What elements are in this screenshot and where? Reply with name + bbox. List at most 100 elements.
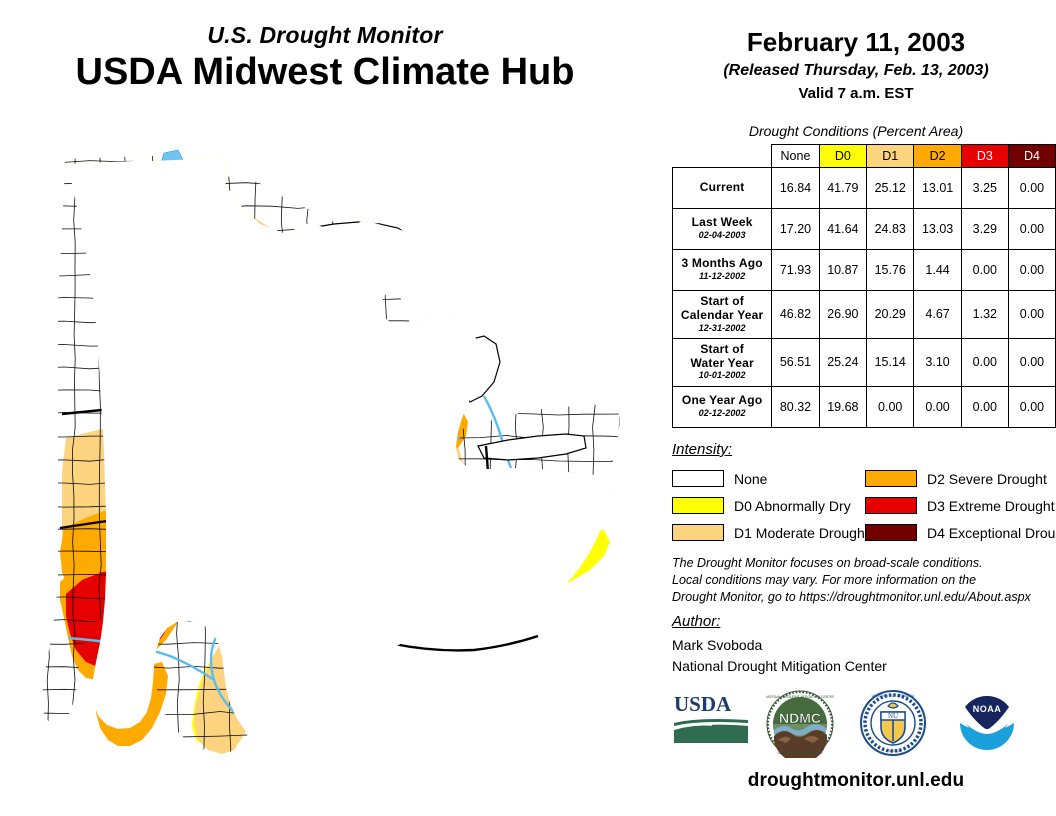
legend-label: D1 Moderate Drought [734, 524, 869, 541]
legend-label: D0 Abnormally Dry [734, 497, 851, 514]
county-line [462, 150, 466, 754]
svg-text:NDMC: NDMC [779, 710, 821, 726]
row-label-date: 02-04-2003 [698, 230, 746, 241]
legend-item: D4 Exceptional Drought [865, 519, 1056, 546]
author-name: Mark Svoboda [672, 637, 763, 653]
row-label-text: 3 Months Ago [681, 256, 763, 271]
row-label-text: One Year Ago [681, 393, 763, 408]
table-col-header-d3: D3 [960, 144, 1009, 168]
intensity-legend-title: Intensity: [672, 441, 733, 458]
legend-swatch [865, 470, 917, 487]
county-line [38, 758, 636, 761]
table-header-row: None D0 D1 D2 D3 D4 [673, 144, 1056, 168]
table-cell: 0.00 [866, 385, 915, 428]
author-organization: National Drought Mitigation Center [672, 658, 887, 674]
valid-date: February 11, 2003 [746, 27, 966, 57]
legend-item: D2 Severe Drought [865, 465, 1056, 492]
table-cell: 24.83 [866, 208, 915, 250]
table-row: 3 Months Ago 11-12-2002 71.93 10.87 15.76 1.4… [671, 249, 1056, 291]
county-line [645, 128, 648, 772]
usda-logo: USDA [674, 692, 748, 743]
county-line [72, 150, 76, 754]
table-row: Start of Water Year 10-01-2002 56.51 25.24 15… [671, 337, 1056, 387]
row-label-text: Last Week [691, 215, 753, 230]
row-label-date: 10-01-2002 [698, 370, 746, 381]
legend-column-left: None D0 Abnormally Dry D1 Moderate Drought [672, 465, 869, 546]
table-row-label: Start of Water Year 10-01-2002 [671, 337, 773, 387]
legend-label: None [734, 470, 768, 487]
table-row-label: One Year Ago 02-12-2002 [671, 385, 773, 428]
table-row: Last Week 02-04-2003 17.20 41.64 24.83 13.03 3… [671, 208, 1056, 250]
table-cell: 0.00 [1007, 290, 1056, 339]
table-cell: 3.10 [913, 337, 962, 387]
svg-text:UNIVERSITY OF NEBRASKA: UNIVERSITY OF NEBRASKA [777, 751, 823, 755]
author-heading: Author: [672, 613, 721, 630]
row-label-text: Start of Water Year [690, 341, 754, 370]
drought-map[interactable] [38, 128, 648, 778]
row-label-text: Current [699, 180, 745, 195]
table-cell: 20.29 [866, 290, 915, 339]
table-col-header-d0: D0 [818, 144, 868, 168]
svg-text:NATIONAL DROUGHT MITIGATION CE: NATIONAL DROUGHT MITIGATION CENTER [766, 695, 834, 699]
legend-item: D0 Abnormally Dry [672, 492, 869, 519]
table-row-label: Current [671, 167, 773, 209]
table-cell: 0.00 [960, 385, 1009, 428]
legend-swatch [672, 524, 724, 541]
disclaimer-line-1: The Drought Monitor focuses on broad-sca… [672, 556, 983, 570]
table-row-label: Last Week 02-04-2003 [671, 208, 773, 250]
logo-strip: USDA NDMC NATIONAL DROUGHT MITIGATION CE… [666, 690, 1056, 762]
map-title-block: U.S. Drought Monitor USDA Midwest Climat… [0, 22, 650, 94]
legend-swatch [672, 497, 724, 514]
table-cell: 56.51 [771, 337, 820, 387]
legend-label: D3 Extreme Drought [927, 497, 1055, 514]
table-col-header-none: None [771, 144, 820, 168]
county-line [592, 150, 596, 754]
legend-item: D3 Extreme Drought [865, 492, 1056, 519]
svg-text:USDA: USDA [674, 692, 732, 716]
unl-seal-logo: NU UNIVERSITY OF NEBRASKA LINCOLN [860, 690, 926, 756]
legend-column-right: D2 Severe Drought D3 Extreme Drought D4 Ex… [865, 465, 1056, 546]
legend-swatch [672, 470, 724, 487]
drought-map-svg[interactable] [38, 128, 648, 778]
legend-item: None [672, 465, 869, 492]
table-row-label: 3 Months Ago 11-12-2002 [671, 249, 773, 291]
table-cell: 1.32 [960, 290, 1009, 339]
ndmc-logo: NDMC NATIONAL DROUGHT MITIGATION CENTER … [766, 690, 834, 758]
svg-text:UNIVERSITY OF NEBRASKA: UNIVERSITY OF NEBRASKA [872, 694, 916, 698]
row-label-date: 12-31-2002 [698, 322, 746, 333]
table-cell: 25.24 [818, 337, 868, 387]
table-col-header-d1: D1 [866, 144, 915, 168]
county-line [618, 150, 620, 754]
table-corner-cell [673, 145, 772, 168]
legend-label: D4 Exceptional Drought [927, 524, 1056, 541]
legend-swatch [865, 497, 917, 514]
table-cell: 10.87 [818, 249, 868, 291]
row-label-date: 11-12-2002 [698, 271, 746, 282]
author-block: Mark Svoboda National Drought Mitigation… [672, 635, 887, 677]
svg-text:NOAA: NOAA [973, 704, 1002, 714]
county-line [46, 150, 50, 754]
noaa-logo: NOAA [960, 695, 1014, 750]
website-url[interactable]: droughtmonitor.unl.edu [747, 770, 965, 791]
table-cell: 19.68 [818, 385, 868, 428]
disclaimer-line-3: Drought Monitor, go to https://droughtmo… [672, 589, 1031, 604]
table-cell: 80.32 [771, 385, 820, 428]
table-cell: 0.00 [913, 385, 962, 428]
table-cell: 1.44 [913, 249, 962, 291]
table-cell: 0.00 [960, 337, 1009, 387]
table-cell: 16.84 [771, 167, 820, 209]
table-cell: 0.00 [1007, 208, 1056, 250]
date-header-block: February 11, 2003 (Released Thursday, Fe… [660, 28, 1052, 102]
disclaimer-note: The Drought Monitor focuses on broad-sca… [672, 555, 1056, 606]
legend-item: D1 Moderate Drought [672, 519, 869, 546]
drought-conditions-table: None D0 D1 D2 D3 D4 Current 16.84 41.79 25.12 13.… [671, 144, 1056, 428]
table-cell: 41.79 [818, 167, 868, 209]
table-cell: 13.03 [913, 208, 962, 250]
legend-swatch [865, 524, 917, 541]
table-cell: 0.00 [1007, 167, 1056, 209]
table-cell: 0.00 [1007, 337, 1056, 387]
table-cell: 0.00 [1007, 385, 1056, 428]
table-cell: 25.12 [866, 167, 915, 209]
table-row: Current 16.84 41.79 25.12 13.01 3.25 0.00 [671, 167, 1056, 209]
table-cell: 0.00 [960, 249, 1009, 291]
